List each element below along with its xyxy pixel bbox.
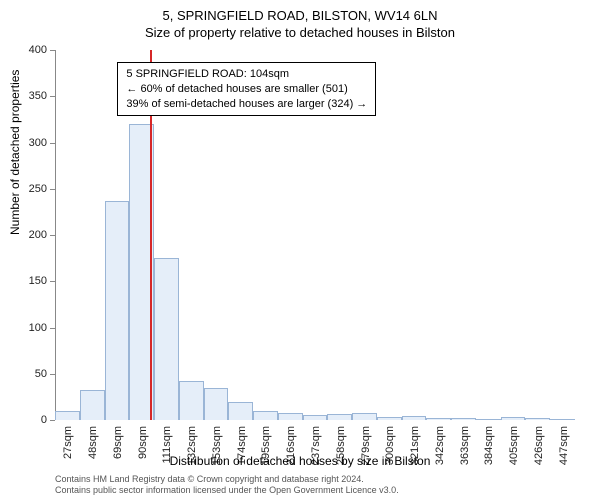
annotation-box: 5 SPRINGFIELD ROAD: 104sqm← 60% of detac…	[117, 62, 376, 117]
histogram-bar	[327, 414, 352, 420]
y-tick-label: 250	[29, 183, 55, 195]
histogram-bar	[80, 390, 105, 420]
y-axis-label: Number of detached properties	[8, 70, 22, 235]
x-axis-label: Distribution of detached houses by size …	[0, 454, 600, 468]
histogram-bar	[228, 402, 253, 421]
footer-line1: Contains HM Land Registry data © Crown c…	[55, 474, 399, 485]
title-main: 5, SPRINGFIELD ROAD, BILSTON, WV14 6LN	[0, 0, 600, 23]
histogram-bar	[402, 416, 427, 420]
histogram-bar	[352, 413, 377, 420]
histogram-bar	[451, 418, 476, 420]
y-tick-label: 350	[29, 90, 55, 102]
title-sub: Size of property relative to detached ho…	[0, 23, 600, 40]
histogram-bar	[204, 388, 229, 420]
histogram-bar	[303, 415, 328, 420]
histogram-bar	[377, 417, 402, 420]
histogram-bar	[105, 201, 130, 420]
annotation-line2: ← 60% of detached houses are smaller (50…	[126, 82, 367, 97]
histogram-bar	[55, 411, 80, 420]
histogram-bar	[476, 419, 501, 420]
histogram-bar	[501, 417, 526, 420]
y-tick-label: 400	[29, 44, 55, 56]
chart-area: 05010015020025030035040027sqm48sqm69sqm9…	[55, 50, 575, 420]
y-tick-label: 50	[35, 368, 55, 380]
y-tick-label: 200	[29, 229, 55, 241]
y-tick-label: 100	[29, 322, 55, 334]
histogram-bar	[426, 418, 451, 420]
histogram-bar	[278, 413, 303, 420]
histogram-bar	[179, 381, 204, 420]
histogram-bar	[253, 411, 278, 420]
y-tick-label: 0	[41, 414, 55, 426]
y-tick-label: 300	[29, 137, 55, 149]
footer: Contains HM Land Registry data © Crown c…	[55, 474, 399, 497]
histogram-bar	[154, 258, 179, 420]
footer-line2: Contains public sector information licen…	[55, 485, 399, 496]
histogram-bar	[550, 419, 575, 420]
annotation-line3: 39% of semi-detached houses are larger (…	[126, 97, 367, 112]
annotation-line1: 5 SPRINGFIELD ROAD: 104sqm	[126, 67, 367, 82]
histogram-bar	[525, 418, 550, 420]
y-tick-label: 150	[29, 275, 55, 287]
